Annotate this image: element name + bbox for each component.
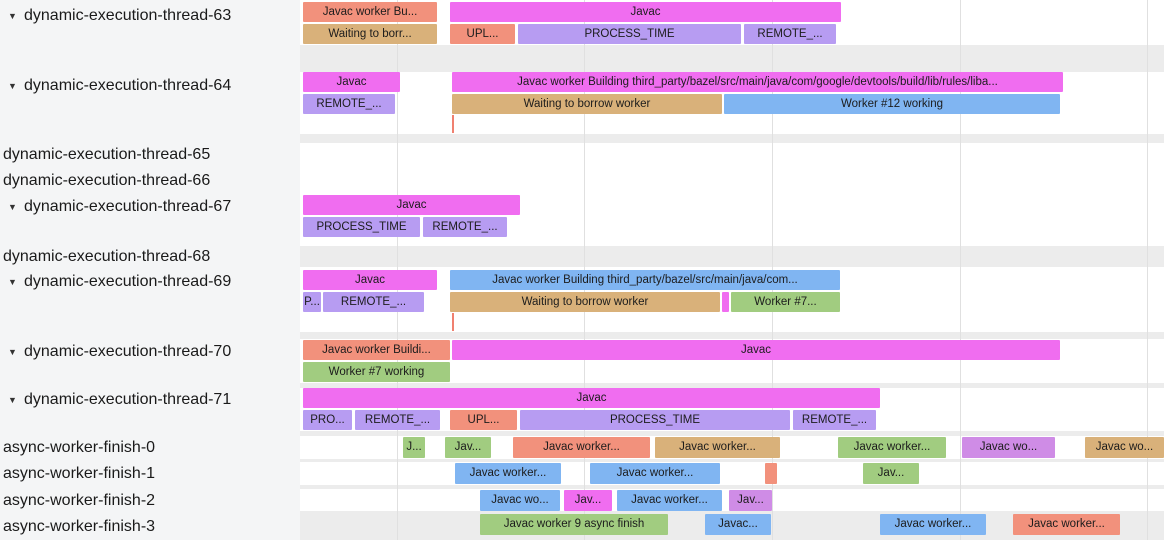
thread-label-dynamic-execution-thread-68: dynamic-execution-thread-68 [0, 246, 300, 268]
trace-slice-bar[interactable]: PROCESS_TIME [518, 24, 741, 44]
row-background-band [300, 45, 1164, 72]
timeline-canvas[interactable]: Javac worker Bu... Javac Waiting to borr..… [300, 0, 1164, 540]
thread-label-text: async-worker-finish-2 [3, 492, 156, 509]
trace-slice-bar[interactable]: Javac wo... [480, 490, 560, 511]
trace-slice-bar[interactable]: Javac... [705, 514, 771, 535]
trace-slice-bar[interactable]: Jav... [564, 490, 612, 511]
row-background-band [300, 246, 1164, 267]
trace-slice-bar[interactable]: REMOTE_... [355, 410, 440, 430]
trace-slice-bar[interactable]: Javac [303, 195, 520, 215]
trace-slice-bar[interactable]: Worker #7... [731, 292, 840, 312]
trace-slice-bar[interactable]: Javac wo... [962, 437, 1055, 458]
labels-panel: ▼ dynamic-execution-thread-63 ▼ dynamic-exe… [0, 0, 300, 540]
thread-label-text: dynamic-execution-thread-65 [3, 146, 211, 163]
trace-slice-bar[interactable]: Waiting to borrow worker [450, 292, 720, 312]
thread-label-text: dynamic-execution-thread-71 [24, 391, 232, 408]
trace-slice-bar[interactable]: Jav... [729, 490, 772, 511]
trace-slice-bar[interactable]: Jav... [863, 463, 919, 484]
expand-triangle-icon[interactable]: ▼ [8, 395, 17, 405]
time-gridline [1147, 0, 1148, 540]
trace-slice-bar[interactable]: Worker #7 working [303, 362, 450, 382]
trace-slice-bar[interactable]: Javac wo... [1085, 437, 1164, 458]
row-background-band [300, 134, 1164, 143]
row-background-band [300, 332, 1164, 339]
trace-slice-bar[interactable]: Javac worker... [455, 463, 561, 484]
trace-slice-bar[interactable]: REMOTE_... [793, 410, 876, 430]
thread-label-dynamic-execution-thread-67[interactable]: ▼ dynamic-execution-thread-67 [0, 196, 300, 218]
trace-slice-bar[interactable]: Javac worker... [655, 437, 780, 458]
trace-slice-bar[interactable]: Waiting to borrow worker [452, 94, 722, 114]
thread-label-async-worker-finish-2: async-worker-finish-2 [0, 490, 300, 512]
thread-label-text: dynamic-execution-thread-63 [24, 7, 232, 24]
trace-slice-bar[interactable]: J... [403, 437, 425, 458]
thread-label-text: dynamic-execution-thread-67 [24, 198, 232, 215]
thread-label-async-worker-finish-0: async-worker-finish-0 [0, 437, 300, 459]
thread-label-text: async-worker-finish-1 [3, 465, 156, 482]
thread-label-dynamic-execution-thread-71[interactable]: ▼ dynamic-execution-thread-71 [0, 389, 300, 411]
expand-triangle-icon[interactable]: ▼ [8, 11, 17, 21]
thread-label-dynamic-execution-thread-66: dynamic-execution-thread-66 [0, 170, 300, 192]
trace-slice-bar[interactable]: Javac worker... [590, 463, 720, 484]
thread-label-text: dynamic-execution-thread-69 [24, 273, 232, 290]
trace-slice-bar[interactable]: Javac [303, 270, 437, 290]
trace-slice-bar[interactable]: Javac [303, 388, 880, 408]
trace-slice-bar[interactable]: Javac worker... [513, 437, 650, 458]
trace-slice-bar[interactable]: Javac worker... [617, 490, 722, 511]
row-background-band [300, 459, 1164, 462]
trace-slice-bar[interactable]: Javac [303, 72, 400, 92]
thread-label-dynamic-execution-thread-64[interactable]: ▼ dynamic-execution-thread-64 [0, 75, 300, 97]
instant-event-tick[interactable] [452, 313, 454, 331]
thread-label-async-worker-finish-3: async-worker-finish-3 [0, 516, 300, 538]
trace-slice-bar[interactable]: P... [303, 292, 321, 312]
expand-triangle-icon[interactable]: ▼ [8, 347, 17, 357]
trace-slice-bar[interactable]: Javac worker... [880, 514, 986, 535]
trace-slice-bar[interactable]: Waiting to borr... [303, 24, 437, 44]
thread-label-dynamic-execution-thread-69[interactable]: ▼ dynamic-execution-thread-69 [0, 271, 300, 293]
thread-label-text: dynamic-execution-thread-70 [24, 343, 232, 360]
expand-triangle-icon[interactable]: ▼ [8, 202, 17, 212]
trace-slice-bar[interactable]: REMOTE_... [744, 24, 836, 44]
trace-slice-bar[interactable] [765, 463, 777, 484]
trace-slice-bar[interactable]: Worker #12 working [724, 94, 1060, 114]
thread-label-text: dynamic-execution-thread-68 [3, 248, 211, 265]
trace-slice-bar[interactable]: Javac worker... [838, 437, 946, 458]
trace-slice-bar[interactable]: UPL... [450, 410, 517, 430]
time-gridline [960, 0, 961, 540]
thread-label-text: dynamic-execution-thread-66 [3, 172, 211, 189]
thread-label-async-worker-finish-1: async-worker-finish-1 [0, 463, 300, 485]
trace-slice-bar[interactable]: PROCESS_TIME [520, 410, 790, 430]
trace-slice-bar[interactable]: Jav... [445, 437, 491, 458]
trace-slice-bar[interactable]: Javac worker Buildi... [303, 340, 450, 360]
instant-event-tick[interactable] [452, 115, 454, 133]
trace-slice-bar[interactable]: PROCESS_TIME [303, 217, 420, 237]
trace-slice-bar[interactable]: Javac worker Building third_party/bazel/… [452, 72, 1063, 92]
trace-slice-bar[interactable]: Javac worker 9 async finish [480, 514, 668, 535]
thread-label-text: async-worker-finish-0 [3, 439, 156, 456]
trace-slice-bar[interactable] [722, 292, 729, 312]
trace-slice-bar[interactable]: PRO... [303, 410, 352, 430]
trace-slice-bar[interactable]: Javac worker Building third_party/bazel/… [450, 270, 840, 290]
trace-slice-bar[interactable]: UPL... [450, 24, 515, 44]
trace-slice-bar[interactable]: Javac worker Bu... [303, 2, 437, 22]
row-background-band [300, 431, 1164, 436]
thread-label-dynamic-execution-thread-63[interactable]: ▼ dynamic-execution-thread-63 [0, 5, 300, 27]
row-background-band [300, 485, 1164, 489]
thread-label-dynamic-execution-thread-65: dynamic-execution-thread-65 [0, 144, 300, 166]
trace-slice-bar[interactable]: Javac [452, 340, 1060, 360]
trace-slice-bar[interactable]: REMOTE_... [303, 94, 395, 114]
thread-label-text: dynamic-execution-thread-64 [24, 77, 232, 94]
row-background-band [300, 383, 1164, 388]
expand-triangle-icon[interactable]: ▼ [8, 277, 17, 287]
expand-triangle-icon[interactable]: ▼ [8, 81, 17, 91]
trace-slice-bar[interactable]: Javac [450, 2, 841, 22]
trace-slice-bar[interactable]: REMOTE_... [423, 217, 507, 237]
thread-label-text: async-worker-finish-3 [3, 518, 156, 535]
trace-slice-bar[interactable]: REMOTE_... [323, 292, 424, 312]
thread-label-dynamic-execution-thread-70[interactable]: ▼ dynamic-execution-thread-70 [0, 341, 300, 363]
trace-slice-bar[interactable]: Javac worker... [1013, 514, 1120, 535]
